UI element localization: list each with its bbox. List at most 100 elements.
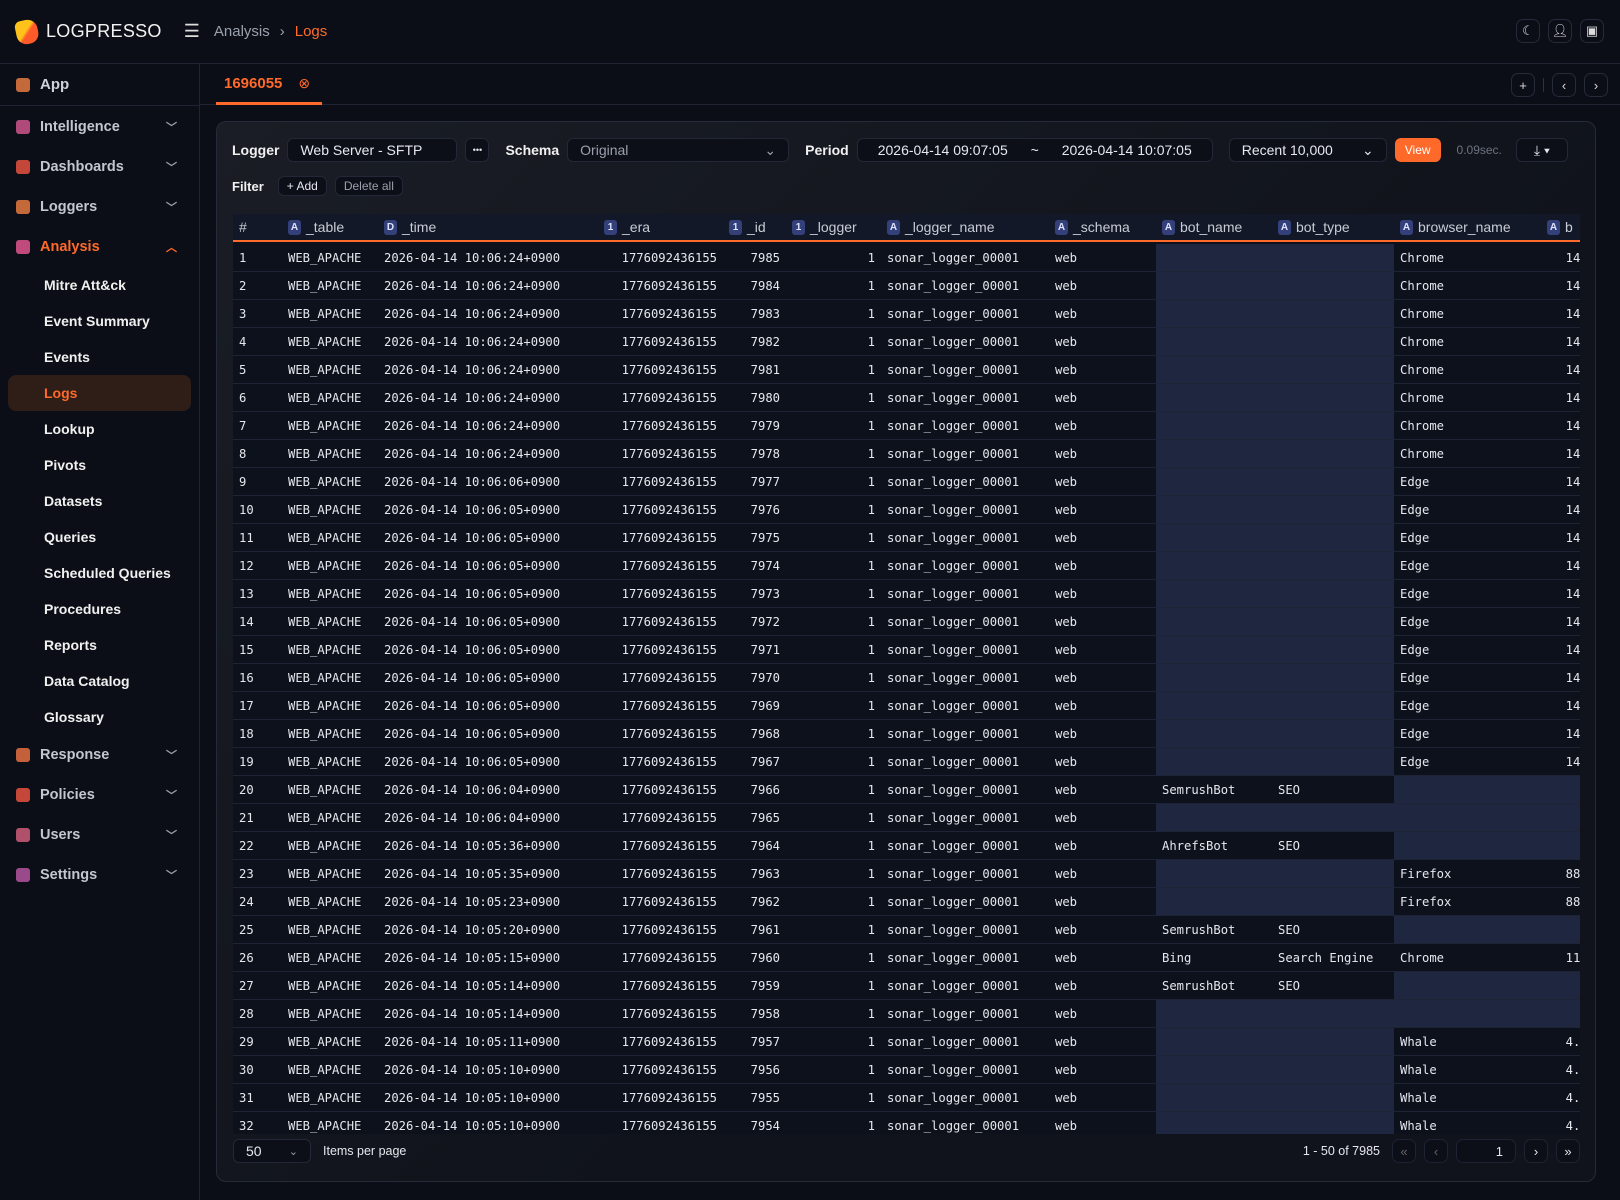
sidebar-item-glossary[interactable]: Glossary — [44, 709, 104, 725]
tab-1696055[interactable]: 1696055 ⊗ — [216, 64, 322, 105]
plus-icon[interactable]: + — [1511, 73, 1535, 97]
next-page-icon[interactable]: › — [1524, 1139, 1548, 1163]
table-row[interactable]: 20 WEB_APACHE 2026-04-14 10:06:04+0900 1776… — [233, 776, 1580, 804]
table-row[interactable]: 3 WEB_APACHE 2026-04-14 10:06:24+0900 17760… — [233, 300, 1580, 328]
sidebar-group-settings[interactable]: Settings ﹀ — [0, 855, 199, 895]
moon-icon[interactable]: ☾ — [1516, 19, 1540, 43]
table-row[interactable]: 26 WEB_APACHE 2026-04-14 10:05:15+0900 1776… — [233, 944, 1580, 972]
breadcrumb-analysis[interactable]: Analysis — [213, 23, 270, 40]
table-row[interactable]: 31 WEB_APACHE 2026-04-14 10:05:10+0900 1776… — [233, 1084, 1580, 1112]
table-row[interactable]: 23 WEB_APACHE 2026-04-14 10:05:35+0900 1776… — [233, 860, 1580, 888]
table-row[interactable]: 30 WEB_APACHE 2026-04-14 10:05:10+0900 1776… — [233, 1056, 1580, 1084]
table-row[interactable]: 8 WEB_APACHE 2026-04-14 10:06:24+0900 17760… — [233, 440, 1580, 468]
table-row[interactable]: 22 WEB_APACHE 2026-04-14 10:05:36+0900 1776… — [233, 832, 1580, 860]
column-header-era[interactable]: 1 _era — [598, 214, 723, 240]
column-header-schema[interactable]: A _schema — [1049, 214, 1156, 240]
sidebar-group-dashboards[interactable]: Dashboards ﹀ — [0, 147, 199, 187]
table-row[interactable]: 1 WEB_APACHE 2026-04-14 10:06:24+0900 17760… — [233, 244, 1580, 272]
download-icon[interactable]: ⤓ ▾ — [1515, 138, 1568, 162]
ticket-icon[interactable]: ▣ — [1580, 19, 1604, 43]
table-row[interactable]: 14 WEB_APACHE 2026-04-14 10:06:05+0900 1776… — [233, 608, 1580, 636]
prev-page-icon[interactable]: ‹ — [1424, 1139, 1448, 1163]
column-header-id[interactable]: 1 _id — [723, 214, 786, 240]
column-header-time[interactable]: D _time — [378, 214, 598, 240]
menu-toggle-icon[interactable]: ☰ — [183, 21, 200, 41]
schema-select[interactable]: Original ⌄ — [567, 138, 790, 162]
sidebar-item-procedures[interactable]: Procedures — [44, 601, 122, 617]
first-page-icon[interactable]: « — [1392, 1139, 1416, 1163]
sidebar-group-analysis[interactable]: Analysis ︿ — [0, 227, 199, 267]
table-row[interactable]: 29 WEB_APACHE 2026-04-14 10:05:11+0900 1776… — [233, 1028, 1580, 1056]
table-row[interactable]: 2 WEB_APACHE 2026-04-14 10:06:24+0900 17760… — [233, 272, 1580, 300]
limit-select[interactable]: Recent 10,000 ⌄ — [1228, 138, 1387, 162]
user-icon[interactable]: 👤︎ — [1548, 19, 1572, 43]
table-row[interactable]: 13 WEB_APACHE 2026-04-14 10:06:05+0900 1776… — [233, 580, 1580, 608]
period-to[interactable]: 2026-04-14 10:07:05 — [1061, 142, 1192, 158]
table-row[interactable]: 11 WEB_APACHE 2026-04-14 10:06:05+0900 1776… — [233, 524, 1580, 552]
table-row[interactable]: 5 WEB_APACHE 2026-04-14 10:06:24+0900 17760… — [233, 356, 1580, 384]
sidebar-item-reports[interactable]: Reports — [44, 637, 97, 653]
logo[interactable]: LOGPRESSO — [13, 17, 162, 46]
table-row[interactable]: 21 WEB_APACHE 2026-04-14 10:06:04+0900 1776… — [233, 804, 1580, 832]
table-row[interactable]: 6 WEB_APACHE 2026-04-14 10:06:24+0900 17760… — [233, 384, 1580, 412]
table-row[interactable]: 12 WEB_APACHE 2026-04-14 10:06:05+0900 1776… — [233, 552, 1580, 580]
cell-browser_name: Whale — [1400, 1034, 1437, 1049]
table-row[interactable]: 17 WEB_APACHE 2026-04-14 10:06:05+0900 1776… — [233, 692, 1580, 720]
sidebar-item-lookup[interactable]: Lookup — [44, 421, 95, 437]
table-row[interactable]: 19 WEB_APACHE 2026-04-14 10:06:05+0900 1776… — [233, 748, 1580, 776]
column-header-table[interactable]: A _table — [282, 214, 378, 240]
table-row[interactable]: 15 WEB_APACHE 2026-04-14 10:06:05+0900 1776… — [233, 636, 1580, 664]
table-row[interactable]: 25 WEB_APACHE 2026-04-14 10:05:20+0900 1776… — [233, 916, 1580, 944]
sidebar-item-events[interactable]: Events — [44, 349, 90, 365]
sidebar-item-event-summary[interactable]: Event Summary — [44, 313, 150, 329]
more-icon[interactable]: ••• — [465, 138, 490, 162]
add-filter-button[interactable]: + Add — [277, 176, 327, 196]
sidebar-group-intelligence[interactable]: Intelligence ﹀ — [0, 107, 199, 147]
sidebar-item-datasets[interactable]: Datasets — [44, 493, 103, 509]
table-row[interactable]: 16 WEB_APACHE 2026-04-14 10:06:05+0900 1776… — [233, 664, 1580, 692]
sidebar-item-logs[interactable]: Logs — [8, 375, 191, 411]
type-badge: A — [288, 219, 301, 235]
table-row[interactable]: 9 WEB_APACHE 2026-04-14 10:06:06+0900 17760… — [233, 468, 1580, 496]
period-range[interactable]: 2026-04-14 09:07:05 ~ 2026-04-14 10:07:0… — [856, 138, 1213, 162]
chevron-left-icon[interactable]: ‹ — [1552, 73, 1576, 97]
sidebar-item-mitre-att-ck[interactable]: Mitre Att&ck — [44, 277, 126, 293]
cell-b: 88.0 — [1565, 894, 1580, 909]
table-row[interactable]: 28 WEB_APACHE 2026-04-14 10:05:14+0900 1776… — [233, 1000, 1580, 1028]
table-row[interactable]: 4 WEB_APACHE 2026-04-14 10:06:24+0900 17760… — [233, 328, 1580, 356]
table-row[interactable]: 27 WEB_APACHE 2026-04-14 10:05:14+0900 1776… — [233, 972, 1580, 1000]
column-header-logger[interactable]: 1 _logger — [786, 214, 881, 240]
sidebar-group-users[interactable]: Users ﹀ — [0, 815, 199, 855]
sidebar-item-data-catalog[interactable]: Data Catalog — [44, 673, 130, 689]
period-from[interactable]: 2026-04-14 09:07:05 — [877, 142, 1008, 158]
view-button[interactable]: View — [1394, 138, 1441, 162]
table-row[interactable]: 32 WEB_APACHE 2026-04-14 10:05:10+0900 1776… — [233, 1112, 1580, 1134]
table-row[interactable]: 24 WEB_APACHE 2026-04-14 10:05:23+0900 1776… — [233, 888, 1580, 916]
cell-time: 2026-04-14 10:05:20+0900 — [384, 922, 561, 937]
cell-index: 14 — [239, 614, 254, 629]
column-header-index[interactable]: # — [233, 214, 282, 240]
logger-select[interactable]: Web Server - SFTP — [287, 138, 458, 162]
last-page-icon[interactable]: » — [1556, 1139, 1580, 1163]
sidebar-group-loggers[interactable]: Loggers ﹀ — [0, 187, 199, 227]
type-badge: A — [887, 219, 900, 235]
sidebar-item-queries[interactable]: Queries — [44, 529, 97, 545]
chevron-right-icon[interactable]: › — [1584, 73, 1608, 97]
sidebar-group-policies[interactable]: Policies ﹀ — [0, 775, 199, 815]
sidebar-item-pivots[interactable]: Pivots — [44, 457, 87, 473]
table-row[interactable]: 7 WEB_APACHE 2026-04-14 10:06:24+0900 17760… — [233, 412, 1580, 440]
table-row[interactable]: 10 WEB_APACHE 2026-04-14 10:06:05+0900 1776… — [233, 496, 1580, 524]
sidebar-item-app[interactable]: App — [0, 64, 199, 106]
close-circle-icon[interactable]: ⊗ — [298, 74, 311, 91]
per-page-select[interactable]: 50 ⌄ — [233, 1139, 311, 1163]
column-header-logger_name[interactable]: A _logger_name — [881, 214, 1049, 240]
table-row[interactable]: 18 WEB_APACHE 2026-04-14 10:06:05+0900 1776… — [233, 720, 1580, 748]
delete-all-button[interactable]: Delete all — [334, 176, 403, 196]
sidebar-group-response[interactable]: Response ﹀ — [0, 735, 199, 775]
page-input[interactable]: 1 — [1456, 1139, 1516, 1163]
sidebar-item-scheduled-queries[interactable]: Scheduled Queries — [44, 565, 171, 581]
